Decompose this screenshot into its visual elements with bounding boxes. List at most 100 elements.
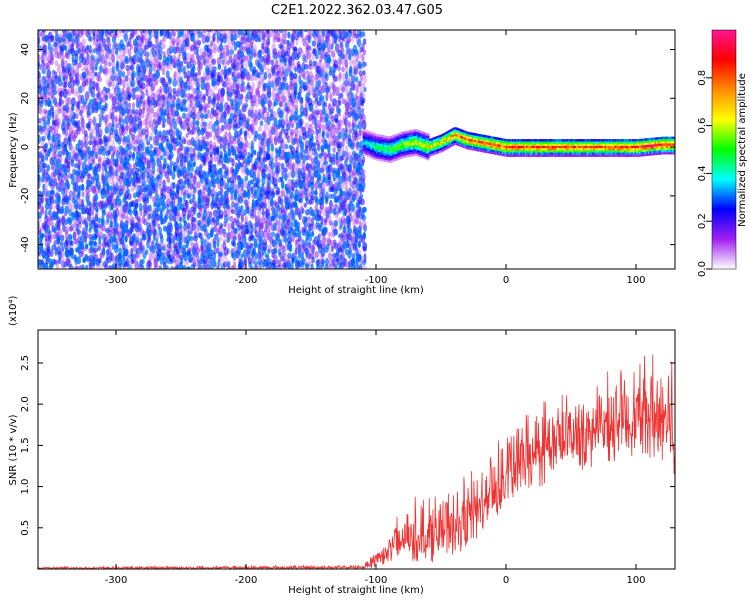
heatmap-cell xyxy=(248,41,254,49)
heatmap-cell xyxy=(226,231,231,240)
heatmap-cell xyxy=(186,139,192,146)
heatmap-cell xyxy=(63,194,69,203)
heatmap-cell xyxy=(263,187,267,196)
heatmap-cell xyxy=(147,204,152,212)
heatmap-cell xyxy=(263,106,267,114)
heatmap-cell xyxy=(178,38,184,47)
heatmap-cell xyxy=(182,45,187,53)
heatmap-cell xyxy=(70,223,75,231)
heatmap-cell xyxy=(131,92,136,100)
heatmap-cell xyxy=(299,105,305,114)
heatmap-cell xyxy=(294,133,298,143)
heatmap-cell xyxy=(73,169,78,176)
heatmap-cell xyxy=(158,226,163,236)
heatmap-cell xyxy=(306,51,312,60)
heatmap-cell xyxy=(212,75,217,86)
heatmap-cell xyxy=(114,75,119,82)
heatmap-cell xyxy=(354,176,359,186)
heatmap-cell xyxy=(255,86,260,97)
heatmap-cell xyxy=(192,60,197,66)
heatmap-cell xyxy=(216,125,220,131)
heatmap-cell xyxy=(348,164,353,170)
heatmap-cell xyxy=(121,184,126,191)
heatmap-cell xyxy=(70,66,75,74)
heatmap-cell xyxy=(299,30,304,38)
heatmap-cell xyxy=(70,203,75,213)
heatmap-cell xyxy=(192,91,197,102)
heatmap-cell xyxy=(185,133,189,139)
heatmap-cell xyxy=(195,46,199,54)
heatmap-cell xyxy=(261,132,266,142)
heatmap-cell xyxy=(40,233,45,239)
heatmap-cell xyxy=(277,161,281,168)
heatmap-cell xyxy=(124,158,130,165)
heatmap-cell xyxy=(147,30,153,35)
heatmap-cell xyxy=(191,106,197,116)
heatmap-cell xyxy=(135,96,140,102)
heatmap-cell xyxy=(242,67,248,77)
heatmap-cell xyxy=(38,165,42,174)
heatmap-cell xyxy=(212,258,217,268)
heatmap-cell xyxy=(188,235,194,242)
heatmap-cell xyxy=(96,91,102,101)
heatmap-cell xyxy=(229,54,233,63)
heatmap-cell xyxy=(273,32,278,40)
heatmap-cell xyxy=(206,108,210,115)
heatmap-cell xyxy=(92,30,96,37)
heatmap-cell xyxy=(219,30,224,33)
heatmap-cell xyxy=(252,208,257,218)
heatmap-cell xyxy=(102,65,107,75)
heatmap-cell xyxy=(171,37,176,45)
heatmap-cell xyxy=(256,89,261,98)
heatmap-cell xyxy=(267,97,272,107)
heatmap-cell xyxy=(276,64,282,75)
heatmap-cell xyxy=(328,82,333,90)
heatmap-cell xyxy=(115,158,119,165)
heatmap-cell xyxy=(271,169,276,180)
heatmap-cell xyxy=(271,123,275,132)
heatmap-cell xyxy=(252,121,257,131)
heatmap-cell xyxy=(225,198,230,205)
heatmap-cell xyxy=(292,72,298,80)
heatmap-cell xyxy=(196,134,200,142)
heatmap-cell xyxy=(253,238,258,249)
heatmap-cell xyxy=(165,106,170,117)
heatmap-cell xyxy=(171,100,176,108)
heatmap-cell xyxy=(269,235,274,245)
heatmap-cell xyxy=(144,184,150,192)
heatmap-cell xyxy=(39,152,44,159)
heatmap-cell xyxy=(279,110,284,119)
heatmap-cell xyxy=(90,92,96,98)
heatmap-cell xyxy=(142,48,147,57)
heatmap-cell xyxy=(202,245,207,254)
heatmap-cell xyxy=(203,30,207,34)
heatmap-cell xyxy=(260,230,265,239)
heatmap-cell xyxy=(269,156,274,163)
heatmap-cell xyxy=(266,225,271,236)
heatmap-cell xyxy=(361,107,365,115)
heatmap-cell xyxy=(171,117,176,124)
heatmap-cell xyxy=(127,102,131,109)
heatmap-cell xyxy=(73,113,79,120)
heatmap-cell xyxy=(229,112,235,121)
heatmap-cell xyxy=(246,30,250,37)
heatmap-cell xyxy=(222,81,228,88)
heatmap-cell xyxy=(269,32,274,38)
heatmap-cell xyxy=(229,140,234,147)
heatmap-cell xyxy=(115,182,119,192)
heatmap-cell xyxy=(117,87,121,97)
heatmap-cell xyxy=(185,155,189,164)
heatmap-cell xyxy=(142,151,147,160)
heatmap-cell xyxy=(50,43,54,53)
heatmap-cell xyxy=(66,30,71,34)
heatmap-cell xyxy=(253,226,257,234)
heatmap-cell xyxy=(231,71,235,77)
heatmap-cell xyxy=(338,119,343,128)
heatmap-cell xyxy=(273,208,279,219)
heatmap-cell xyxy=(135,42,140,52)
heatmap-cell xyxy=(121,171,126,180)
heatmap-cell xyxy=(122,59,126,68)
heatmap-cell xyxy=(313,147,317,154)
heatmap-cell xyxy=(88,98,94,106)
heatmap-cell xyxy=(218,209,224,219)
